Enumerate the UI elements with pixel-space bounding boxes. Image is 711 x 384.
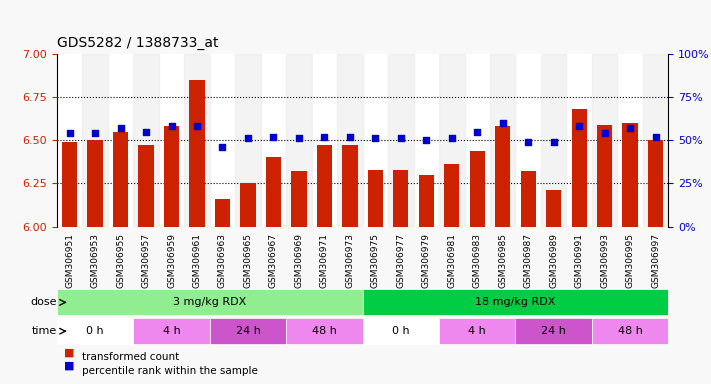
- FancyBboxPatch shape: [363, 318, 439, 344]
- Point: [90, 130, 101, 136]
- Point: [497, 120, 508, 126]
- Text: 24 h: 24 h: [235, 326, 260, 336]
- Bar: [388, 54, 414, 227]
- FancyBboxPatch shape: [210, 318, 286, 344]
- Point: [166, 123, 177, 129]
- Bar: [286, 54, 311, 227]
- Text: 0 h: 0 h: [392, 326, 410, 336]
- Bar: [592, 54, 617, 227]
- FancyBboxPatch shape: [515, 318, 592, 344]
- Text: 4 h: 4 h: [163, 326, 181, 336]
- FancyBboxPatch shape: [592, 318, 668, 344]
- Text: ■: ■: [64, 347, 75, 357]
- FancyBboxPatch shape: [57, 318, 134, 344]
- Text: 24 h: 24 h: [541, 326, 566, 336]
- FancyBboxPatch shape: [363, 290, 668, 315]
- Bar: [240, 183, 256, 227]
- Point: [574, 123, 585, 129]
- Bar: [444, 164, 459, 227]
- Bar: [622, 123, 638, 227]
- Bar: [597, 124, 612, 227]
- Text: 4 h: 4 h: [469, 326, 486, 336]
- Bar: [235, 54, 261, 227]
- Bar: [541, 54, 567, 227]
- Point: [370, 136, 381, 142]
- Point: [624, 125, 636, 131]
- Text: 48 h: 48 h: [618, 326, 643, 336]
- Bar: [87, 140, 102, 227]
- Bar: [648, 140, 663, 227]
- Bar: [266, 157, 281, 227]
- Point: [319, 134, 330, 140]
- Bar: [419, 175, 434, 227]
- Point: [115, 125, 127, 131]
- Text: 0 h: 0 h: [86, 326, 104, 336]
- Bar: [546, 190, 562, 227]
- Point: [599, 130, 610, 136]
- Bar: [337, 54, 363, 227]
- Point: [268, 134, 279, 140]
- Point: [395, 136, 407, 142]
- Bar: [62, 142, 77, 227]
- Bar: [520, 171, 536, 227]
- Bar: [184, 54, 210, 227]
- FancyBboxPatch shape: [57, 290, 363, 315]
- Point: [548, 139, 560, 145]
- Bar: [469, 151, 485, 227]
- Bar: [490, 54, 515, 227]
- Bar: [82, 54, 108, 227]
- Bar: [439, 54, 464, 227]
- Point: [293, 136, 304, 142]
- Point: [650, 134, 661, 140]
- Point: [64, 130, 75, 136]
- Bar: [643, 54, 668, 227]
- Text: 48 h: 48 h: [312, 326, 337, 336]
- Text: GDS5282 / 1388733_at: GDS5282 / 1388733_at: [57, 36, 218, 50]
- FancyBboxPatch shape: [439, 318, 515, 344]
- Text: ■: ■: [64, 361, 75, 371]
- Bar: [368, 169, 383, 227]
- Text: percentile rank within the sample: percentile rank within the sample: [82, 366, 257, 376]
- Bar: [139, 146, 154, 227]
- Text: 3 mg/kg RDX: 3 mg/kg RDX: [173, 297, 247, 308]
- Bar: [292, 171, 306, 227]
- Point: [446, 136, 457, 142]
- Point: [523, 139, 534, 145]
- Point: [242, 136, 254, 142]
- Text: dose: dose: [31, 297, 57, 308]
- Bar: [572, 109, 587, 227]
- Text: transformed count: transformed count: [82, 352, 179, 362]
- Bar: [495, 126, 510, 227]
- Point: [217, 144, 228, 150]
- Bar: [164, 126, 179, 227]
- Bar: [317, 146, 332, 227]
- Bar: [215, 199, 230, 227]
- Point: [191, 123, 203, 129]
- Point: [471, 128, 483, 135]
- Bar: [342, 146, 358, 227]
- Text: time: time: [31, 326, 57, 336]
- Point: [344, 134, 356, 140]
- FancyBboxPatch shape: [286, 318, 363, 344]
- Point: [421, 137, 432, 143]
- Text: 18 mg/kg RDX: 18 mg/kg RDX: [475, 297, 556, 308]
- Bar: [134, 54, 159, 227]
- Bar: [393, 169, 408, 227]
- Bar: [113, 131, 128, 227]
- Bar: [189, 80, 205, 227]
- Point: [140, 128, 151, 135]
- FancyBboxPatch shape: [134, 318, 210, 344]
